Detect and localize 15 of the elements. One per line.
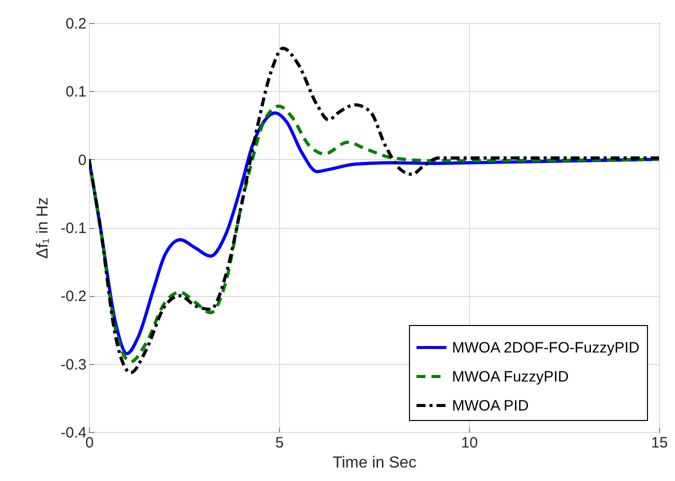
y-tick-label: -0.4 bbox=[60, 424, 86, 442]
y-tick-label: -0.2 bbox=[60, 288, 86, 306]
legend-label: MWOA PID bbox=[452, 398, 529, 414]
x-tick-label: 10 bbox=[461, 434, 478, 452]
y-tick-label: 0 bbox=[78, 152, 86, 169]
y-tick-label: 0.2 bbox=[66, 16, 86, 32]
y-tick-label: 0.1 bbox=[66, 84, 86, 101]
x-tick-label: 5 bbox=[275, 434, 284, 452]
y-tick-label: -0.3 bbox=[60, 356, 86, 374]
legend-label: MWOA FuzzyPID bbox=[452, 368, 569, 386]
legend-label: MWOA 2DOF-FO-FuzzyPID bbox=[452, 340, 640, 356]
y-axis-title: Δf₁ in Hz bbox=[34, 197, 52, 259]
x-tick-label: 15 bbox=[651, 434, 668, 452]
y-tick-label: -0.1 bbox=[60, 220, 86, 237]
x-axis-title: Time in Sec bbox=[332, 454, 416, 472]
